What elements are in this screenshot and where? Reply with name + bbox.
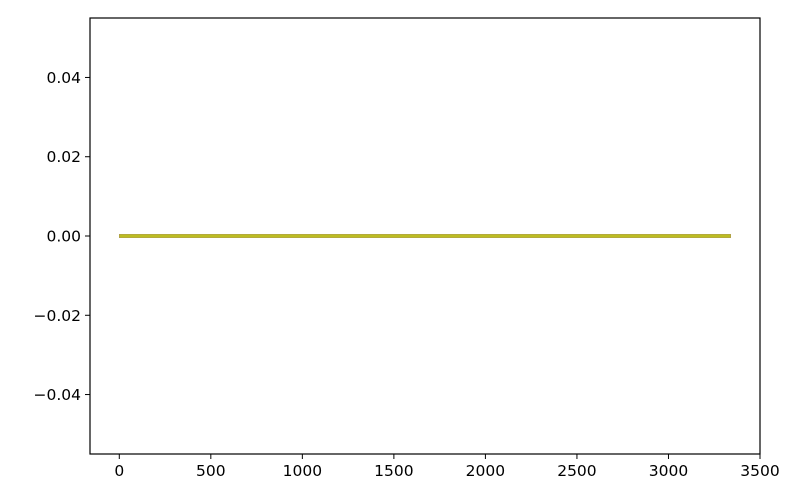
x-tick-label: 2000 xyxy=(466,462,505,480)
x-tick-label: 2500 xyxy=(557,462,596,480)
x-tick-label: 500 xyxy=(196,462,226,480)
y-tick-label: 0.04 xyxy=(46,69,81,87)
y-tick-label: −0.04 xyxy=(34,386,82,404)
y-tick-label: 0.00 xyxy=(46,228,81,246)
x-axis: 0 500 1000 1500 2000 2500 3000 3500 xyxy=(114,454,780,480)
x-tick-label: 1500 xyxy=(374,462,413,480)
y-axis: −0.04 −0.02 0.00 0.02 0.04 xyxy=(34,69,90,404)
x-tick-label: 1000 xyxy=(283,462,322,480)
x-tick-label: 3500 xyxy=(740,462,779,480)
y-tick-label: −0.02 xyxy=(34,307,82,325)
x-tick-label: 3000 xyxy=(649,462,688,480)
y-tick-label: 0.02 xyxy=(46,148,81,166)
x-tick-label: 0 xyxy=(114,462,124,480)
